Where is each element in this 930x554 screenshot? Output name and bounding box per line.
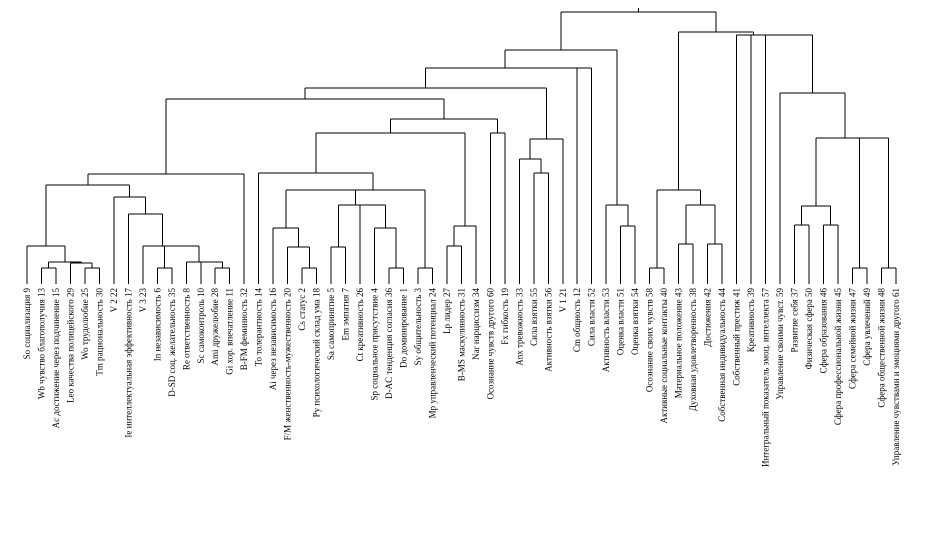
leaf-label: B-MS маскулинность 31 <box>456 288 466 381</box>
leaf-label: Сила взятки 55 <box>529 288 539 346</box>
leaf-label: Sa самопринятие 5 <box>326 288 336 361</box>
leaf-label: Оценка власти 51 <box>616 288 626 355</box>
leaf-label: Fx гибкость 19 <box>500 288 510 345</box>
leaf-label: So социализация 9 <box>22 288 32 360</box>
leaf-label: To толерантность 14 <box>254 288 264 367</box>
leaf-label: Gi хор. впечатление 11 <box>225 288 235 375</box>
leaf-label: Духовная удовлетворенность 38 <box>688 288 698 412</box>
leaf-label: Материальное положение 43 <box>674 288 684 399</box>
leaf-label: Развитие себя 37 <box>789 288 799 353</box>
leaf-label: D-SD соц. желательность 35 <box>167 288 177 397</box>
leaf-label: Креативность 39 <box>746 288 756 353</box>
leaf-label: Anx тревожность 33 <box>514 288 524 366</box>
leaf-label: V 3 23 <box>138 288 148 313</box>
leaf-label: Nar нарциссизм 34 <box>471 288 481 360</box>
leaf-label: Do доминирование 1 <box>398 288 408 368</box>
leaf-label: Re ответственность 8 <box>181 288 191 371</box>
leaf-label: Cm общность 12 <box>572 288 582 352</box>
leaf-label: D-AC тенденция согласия 36 <box>384 288 394 399</box>
leaf-label: Сфера профессиональной жизни 45 <box>833 288 843 426</box>
leaf-label: Интегральный показатель эмоц. интеллекта… <box>760 288 770 468</box>
leaf-label: In независимость 6 <box>152 288 162 362</box>
leaf-label: Em эмпатия 7 <box>341 288 351 341</box>
leaf-label: Cs статус 2 <box>297 288 307 331</box>
leaf-labels: So социализация 9 Wb чувство благополучия… <box>22 288 901 468</box>
leaf-label: Достижения 42 <box>703 288 713 347</box>
leaf-label: Ami дружелюбие 28 <box>210 288 220 366</box>
leaf-label: Активность взятки 56 <box>543 288 553 372</box>
leaf-label: Ie интеллектуальная эффективность 17 <box>123 288 133 438</box>
leaf-label: Lp лидер 27 <box>442 288 452 334</box>
leaf-label: F/M женственность-мужественность 20 <box>283 288 293 441</box>
leaf-label: Сфера увлечений 49 <box>862 288 872 366</box>
leaf-label: Ct креативность 26 <box>355 288 365 362</box>
leaf-label: Активные социальные контакты 40 <box>659 288 669 424</box>
leaf-label: Собственный престиж 41 <box>732 288 742 386</box>
leaf-label: Ac достижение через подчинение 15 <box>51 288 61 429</box>
leaf-label: Физическая сфера 50 <box>804 288 814 370</box>
leaf-label: Mp управленческий потенциал 24 <box>427 288 437 419</box>
dendrogram-links <box>26 8 897 284</box>
leaf-label: Сфера общественной жизни 48 <box>876 288 886 408</box>
leaf-label: Сила власти 52 <box>587 288 597 346</box>
leaf-label: Wb чувство благополучия 13 <box>36 288 46 400</box>
leaf-label: Ai через независимость 16 <box>268 288 278 391</box>
leaf-label: Активность власти 53 <box>601 288 611 373</box>
leaf-label: Leo качества полицейского 29 <box>65 288 75 403</box>
leaf-label: V 2 22 <box>109 288 119 312</box>
leaf-label: Управление чувствами и эмоциями другого … <box>891 288 901 466</box>
leaf-label: V 1 21 <box>558 288 568 312</box>
leaf-label: Py психологический склад ума 18 <box>312 288 322 418</box>
leaf-label: Оценка взятки 54 <box>630 288 640 355</box>
leaf-label: Wo трудолюбие 25 <box>80 288 90 360</box>
leaf-label: Собственная индивидуальность 44 <box>717 288 727 422</box>
leaf-label: Сфера образования 46 <box>818 288 828 374</box>
leaf-label: Sp социальное присутствие 4 <box>370 288 380 401</box>
leaf-label: Осознание своих чувств 58 <box>645 288 655 393</box>
leaf-label: Tm рациональность 30 <box>94 288 104 376</box>
leaf-label: Sy общительность 3 <box>413 288 423 366</box>
leaf-label: Управление своими чувст. 59 <box>775 288 785 400</box>
leaf-label: Осознание чувств другого 60 <box>485 288 495 400</box>
leaf-label: Sc самоконтроль 10 <box>196 288 206 364</box>
leaf-label: Сфера семейной жизни 47 <box>847 288 857 390</box>
leaf-label: B-FM феминность 32 <box>239 288 249 370</box>
